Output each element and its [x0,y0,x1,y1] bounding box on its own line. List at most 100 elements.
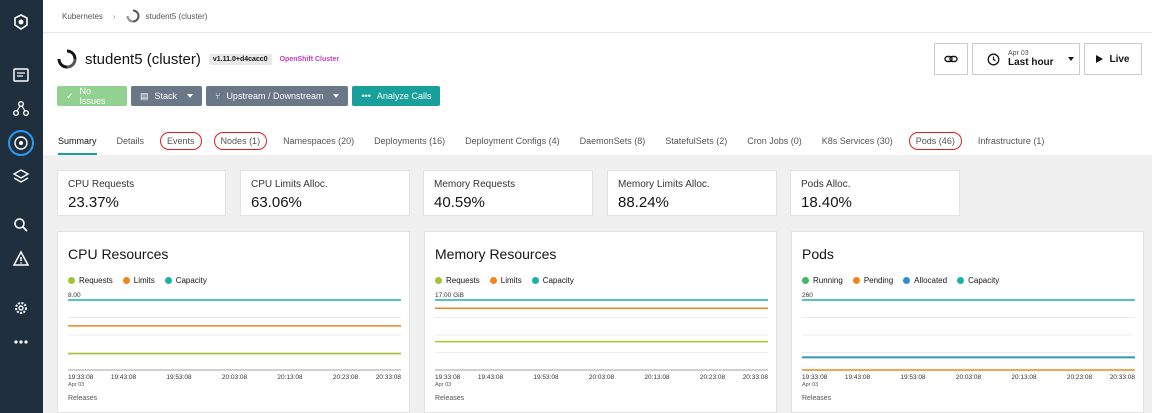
legend-item[interactable]: Allocated [903,276,947,285]
x-tick-label: 20:33:08 [376,374,402,381]
copy-link-button[interactable] [934,43,968,75]
tab-details[interactable]: Details [116,136,145,146]
x-tick-label: 20:13:08 [277,374,303,381]
stat-label: CPU Limits Alloc. [251,179,328,190]
tab-summary[interactable]: Summary [48,129,107,155]
x-tick-label: 20:33:08 [1110,374,1136,381]
x-tick-label: 20:13:08 [644,374,670,381]
play-icon [1096,55,1104,63]
legend-item[interactable]: Requests [68,276,113,285]
legend-item[interactable]: Pending [852,276,893,285]
stat-memory-requests: Memory Requests 40.59% [423,170,593,216]
x-tick-label: 19:53:08 [900,374,926,381]
side-navigation [0,0,43,413]
dashboard-icon[interactable] [8,62,34,88]
breadcrumb-separator-icon: › [112,11,116,21]
cluster-icon [126,9,140,23]
alert-icon[interactable] [8,246,34,272]
stat-label: Memory Requests [434,179,516,190]
tab-cron-jobs[interactable]: Cron Jobs (0) [747,136,802,146]
cpu-resources-chart: 8.00 19:33:08 19:43:08 19:53:08 20:03:08 20:1… [68,292,402,388]
tab-k8s-services[interactable]: K8s Services (30) [821,136,893,146]
y-axis-max-label: 17.00 GiB [435,292,464,299]
x-tick-label: 19:43:08 [478,374,504,381]
upstream-label: Upstream / Downstream [226,91,324,101]
tab-namespaces[interactable]: Namespaces (20) [283,136,355,146]
legend-item[interactable]: Capacity [164,276,207,285]
x-tick-label: 20:03:08 [589,374,615,381]
stat-value: 63.06% [251,194,302,211]
tab-deployment-configs[interactable]: Deployment Configs (4) [465,136,560,146]
clock-icon [987,53,1000,65]
x-tick-label: 20:23:08 [700,374,726,381]
stat-memory-limits: Memory Limits Alloc. 88.24% [607,170,777,216]
kiali-logo-icon[interactable] [8,9,34,35]
calls-icon: ••• [361,91,371,101]
stat-cpu-requests: CPU Requests 23.37% [57,170,226,216]
stack-icon: ▤ [140,90,149,101]
x-tick-sublabel: Apr 03 [435,382,451,388]
no-issues-button[interactable]: ✓ No Issues [57,86,127,106]
legend-item[interactable]: Capacity [957,276,999,285]
stack-button[interactable]: ▤ Stack [131,86,203,106]
pods-chart: 260 19:33:08 19:43:08 19:53:08 20:03:08 20:13… [802,292,1136,388]
x-tick-label: 20:23:08 [333,374,359,381]
legend-item[interactable]: Running [802,276,843,285]
version-badge: v1.11.0+d4cacc0 [208,53,272,65]
tab-events[interactable]: Events [154,129,208,155]
cluster-type-badge: OpenShift Cluster [279,55,340,63]
tab-nodes[interactable]: Nodes (1) [208,129,274,155]
x-tick-label: 20:13:08 [1011,374,1037,381]
legend-item[interactable]: Capacity [531,276,574,285]
stat-label: Pods Alloc. [801,179,851,190]
chart-legend: Requests Limits Capacity [435,276,574,285]
live-label: Live [1109,53,1130,65]
link-icon [944,55,958,63]
title-row: student5 (cluster) v1.11.0+d4cacc0 OpenS… [57,49,339,69]
settings-icon[interactable] [8,295,34,321]
tab-pods[interactable]: Pods (46) [903,129,968,155]
tab-infrastructure[interactable]: Infrastructure (1) [977,136,1045,146]
card-title: Memory Resources [435,246,557,262]
search-icon[interactable] [8,212,34,238]
legend-item[interactable]: Requests [435,276,480,285]
stat-value: 18.40% [801,194,852,211]
layers-icon[interactable] [8,164,34,190]
legend-item[interactable]: Limits [489,276,522,285]
action-buttons: ✓ No Issues ▤ Stack ⑂ Upstream / Downstr… [57,86,441,106]
kubernetes-icon[interactable] [8,130,34,156]
no-issues-label: No Issues [79,86,106,106]
chevron-down-icon [333,94,340,98]
x-tick-label: 20:03:08 [956,374,982,381]
releases-label: Releases [435,395,465,402]
cpu-resources-card: CPU Resources Requests Limits Capacity 8… [57,231,410,413]
card-title: CPU Resources [68,246,169,262]
tab-deployments[interactable]: Deployments (16) [374,136,446,146]
legend-item[interactable]: Limits [122,276,155,285]
memory-resources-card: Memory Resources Requests Limits Capacit… [424,231,777,413]
more-icon[interactable] [8,329,34,355]
page-title: student5 (cluster) [85,50,201,68]
topology-icon[interactable] [8,96,34,122]
x-tick-label: 20:23:08 [1067,374,1093,381]
stat-label: CPU Requests [68,179,135,190]
stat-pods-alloc: Pods Alloc. 18.40% [790,170,960,216]
stat-label: Memory Limits Alloc. [618,179,710,190]
time-range-dropdown[interactable]: Apr 03 Last hour [972,43,1080,75]
time-controls: Apr 03 Last hour Live [934,43,1142,75]
x-tick-label: 19:33:08 [68,374,94,381]
cluster-icon [57,49,77,69]
x-tick-label: 19:53:08 [533,374,559,381]
analyze-calls-button[interactable]: ••• Analyze Calls [352,86,441,106]
chart-legend: Requests Limits Capacity [68,276,207,285]
memory-resources-chart: 17.00 GiB 19:33:08 19:43:08 19:53:08 20:03:0… [435,292,768,388]
tab-daemonsets[interactable]: DaemonSets (8) [579,136,646,146]
breadcrumb-current-label: student5 (cluster) [145,11,208,21]
x-tick-sublabel: Apr 03 [802,382,818,388]
upstream-downstream-button[interactable]: ⑂ Upstream / Downstream [206,86,349,106]
tab-statefulsets[interactable]: StatefulSets (2) [665,136,728,146]
breadcrumb-root[interactable]: Kubernetes [62,11,103,21]
x-tick-label: 20:03:08 [222,374,248,381]
live-button[interactable]: Live [1084,43,1142,75]
time-date: Apr 03 [1008,50,1029,57]
